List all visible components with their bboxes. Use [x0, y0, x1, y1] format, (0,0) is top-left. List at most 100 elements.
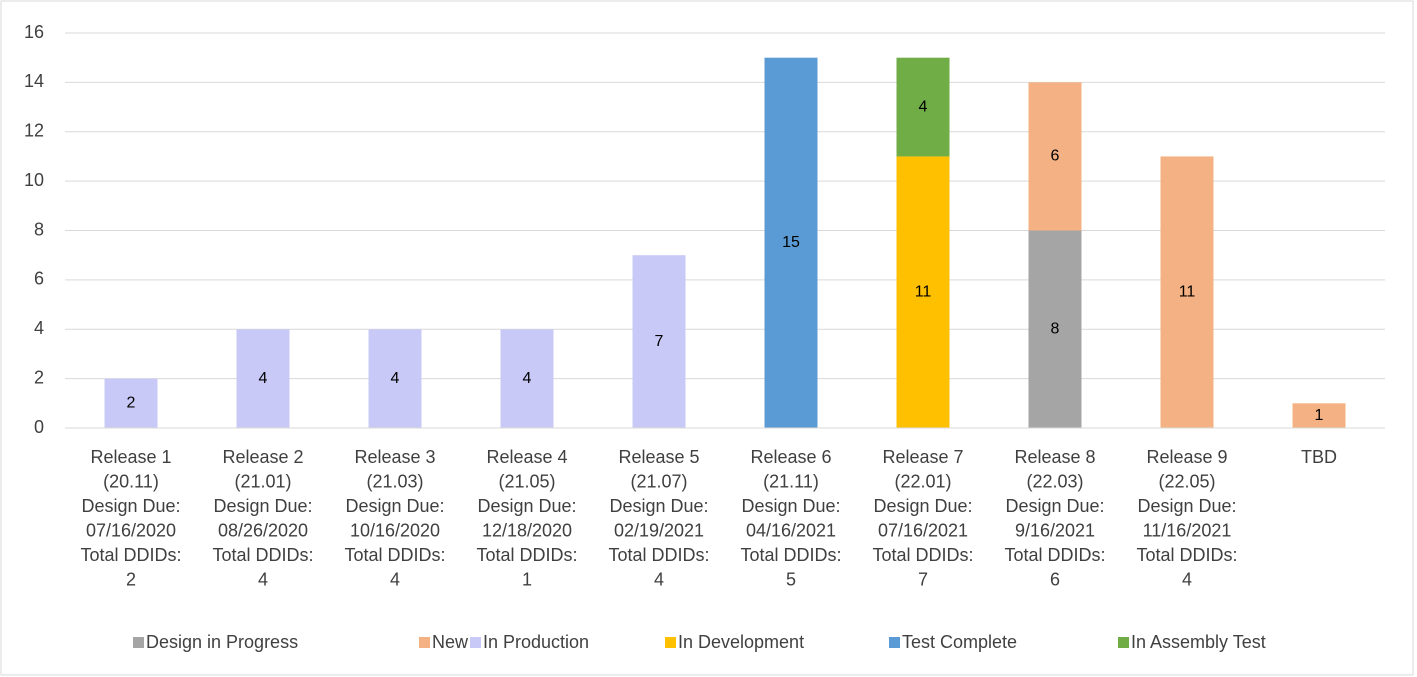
bar-segment [1028, 82, 1082, 231]
x-tick-label: 4 [258, 569, 268, 589]
x-tick-label: Release 8 [1014, 447, 1095, 467]
bar-segment [1292, 403, 1346, 428]
x-tick-label: 07/16/2020 [86, 520, 176, 540]
data-label: 11 [1179, 283, 1196, 300]
bar-segment [104, 378, 158, 428]
x-tick-label: 2 [126, 569, 136, 589]
legend-swatch [1118, 637, 1129, 648]
x-tick-label: (22.05) [1158, 471, 1215, 491]
x-tick-label: (21.11) [763, 471, 819, 491]
bar-segment [500, 329, 554, 428]
x-tick-label: 9/16/2021 [1015, 520, 1095, 540]
data-label: 15 [782, 234, 800, 251]
y-tick-label: 6 [34, 269, 44, 289]
data-label: 4 [523, 370, 532, 387]
bar-segment [1028, 230, 1082, 428]
x-tick-label: (22.03) [1026, 471, 1083, 491]
x-tick-label: Release 7 [882, 447, 963, 467]
bar-segment [896, 57, 950, 157]
x-tick-label: 4 [1182, 569, 1192, 589]
x-tick-label: 02/19/2021 [614, 520, 704, 540]
x-tick-label: Design Due: [873, 496, 972, 516]
data-label: 2 [127, 395, 136, 412]
x-tick-label: Design Due: [477, 496, 576, 516]
bar-segment [236, 329, 290, 428]
legend-swatch [133, 637, 144, 648]
x-tick-label: (22.01) [894, 471, 951, 491]
x-tick-label: 04/16/2021 [746, 520, 836, 540]
x-tick-label: Release 4 [486, 447, 567, 467]
x-tick-label: (21.03) [366, 471, 423, 491]
data-label: 8 [1051, 320, 1060, 337]
x-tick-label: 11/16/2021 [1143, 520, 1232, 540]
x-tick-label: Release 1 [90, 447, 171, 467]
data-label: 4 [919, 98, 928, 115]
x-tick-label: 1 [522, 569, 532, 589]
x-tick-label: (21.05) [498, 471, 555, 491]
bar-segment [896, 156, 950, 428]
x-tick-label: Design Due: [609, 496, 708, 516]
y-tick-label: 16 [24, 22, 44, 42]
bar-segment [632, 255, 686, 428]
x-tick-label: Total DDIDs: [80, 545, 181, 565]
x-tick-label: Design Due: [1137, 496, 1236, 516]
data-label: 7 [655, 333, 664, 350]
legend-swatch [889, 637, 900, 648]
x-tick-label: 4 [654, 569, 664, 589]
x-tick-label: TBD [1301, 447, 1337, 467]
x-tick-label: 12/18/2020 [482, 520, 572, 540]
x-tick-label: Release 6 [750, 447, 831, 467]
x-tick-label: (20.11) [103, 471, 159, 491]
bar-segment [1160, 156, 1214, 428]
data-label: 1 [1315, 407, 1324, 424]
x-tick-label: 10/16/2020 [350, 520, 440, 540]
legend-label: In Assembly Test [1131, 632, 1266, 652]
bar-segment [764, 57, 818, 428]
legend-label: New [432, 632, 469, 652]
x-tick-label: Release 2 [222, 447, 303, 467]
x-tick-label: Release 9 [1146, 447, 1227, 467]
x-tick-label: Design Due: [1005, 496, 1104, 516]
x-tick-label: Total DDIDs: [740, 545, 841, 565]
x-tick-label: 6 [1050, 569, 1060, 589]
x-tick-label: Design Due: [81, 496, 180, 516]
x-tick-label: Total DDIDs: [476, 545, 577, 565]
legend-swatch [470, 637, 481, 648]
x-tick-label: 08/26/2020 [218, 520, 308, 540]
y-tick-label: 0 [34, 417, 44, 437]
x-tick-label: 5 [786, 569, 796, 589]
data-label: 6 [1051, 148, 1060, 165]
data-label: 11 [915, 283, 932, 300]
legend-swatch [665, 637, 676, 648]
bar-segment [368, 329, 422, 428]
data-label: 4 [259, 370, 268, 387]
x-tick-label: (21.01) [234, 471, 291, 491]
x-tick-label: Total DDIDs: [1004, 545, 1105, 565]
legend-label: In Development [678, 632, 804, 652]
x-tick-label: Release 5 [618, 447, 699, 467]
x-tick-label: Total DDIDs: [872, 545, 973, 565]
x-tick-label: 07/16/2021 [878, 520, 968, 540]
y-tick-label: 2 [34, 367, 44, 387]
y-tick-label: 10 [24, 170, 44, 190]
x-tick-label: Release 3 [354, 447, 435, 467]
y-tick-label: 14 [24, 71, 44, 91]
x-tick-label: Total DDIDs: [212, 545, 313, 565]
legend-label: Test Complete [902, 632, 1017, 652]
legend-label: In Production [483, 632, 589, 652]
x-tick-label: Design Due: [741, 496, 840, 516]
data-label: 4 [391, 370, 400, 387]
x-tick-label: Total DDIDs: [1136, 545, 1237, 565]
x-tick-label: Total DDIDs: [608, 545, 709, 565]
x-tick-label: Design Due: [213, 496, 312, 516]
y-tick-label: 8 [34, 219, 44, 239]
legend-swatch [419, 637, 430, 648]
x-tick-label: Design Due: [345, 496, 444, 516]
x-tick-label: Total DDIDs: [344, 545, 445, 565]
legend-label: Design in Progress [146, 632, 298, 652]
y-tick-label: 4 [34, 318, 44, 338]
x-tick-label: 7 [918, 569, 928, 589]
x-tick-label: (21.07) [630, 471, 687, 491]
x-tick-label: 4 [390, 569, 400, 589]
